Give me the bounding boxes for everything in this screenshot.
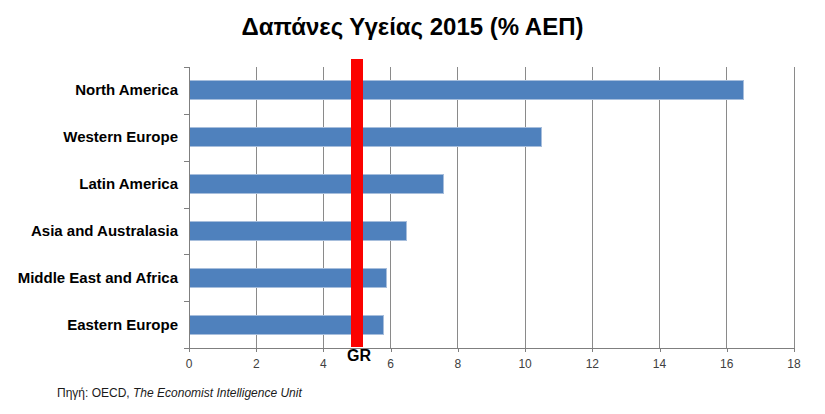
y-tick-5	[184, 301, 189, 302]
gridline-18	[794, 67, 795, 348]
x-tick-10	[525, 348, 526, 352]
x-tick-label-4: 4	[303, 357, 343, 371]
x-tick-label-16: 16	[707, 357, 747, 371]
y-tick-3	[184, 208, 189, 209]
y-axis-line	[189, 67, 190, 348]
plot-area	[189, 67, 794, 348]
source-note: Πηγή: OECD, The Economist Intelligence U…	[57, 386, 302, 400]
category-label-eastern-europe: Eastern Europe	[0, 316, 178, 334]
category-label-north-america: North America	[0, 81, 178, 99]
reference-line-label: GR	[347, 347, 371, 365]
x-tick-label-2: 2	[236, 357, 276, 371]
y-tick-1	[184, 114, 189, 115]
gridline-8	[457, 67, 458, 348]
gridline-2	[256, 67, 257, 348]
gridline-12	[592, 67, 593, 348]
gridline-10	[525, 67, 526, 348]
gridline-4	[323, 67, 324, 348]
source-prefix: Πηγή: OECD,	[57, 386, 133, 400]
x-tick-0	[189, 348, 190, 352]
bar-north-america	[189, 80, 744, 100]
source-publication: The Economist Intelligence Unit	[133, 386, 302, 400]
bar-western-europe	[189, 127, 542, 147]
x-tick-18	[794, 348, 795, 352]
x-tick-label-18: 18	[774, 357, 814, 371]
x-tick-label-10: 10	[505, 357, 545, 371]
x-tick-label-6: 6	[371, 357, 411, 371]
y-tick-2	[184, 161, 189, 162]
gridline-6	[390, 67, 391, 348]
x-tick-14	[660, 348, 661, 352]
x-tick-label-14: 14	[640, 357, 680, 371]
category-label-middle-east-and-africa: Middle East and Africa	[0, 269, 178, 287]
gridline-16	[726, 67, 727, 348]
x-tick-label-8: 8	[438, 357, 478, 371]
y-tick-0	[184, 67, 189, 68]
gridline-14	[659, 67, 660, 348]
x-tick-label-12: 12	[572, 357, 612, 371]
x-tick-12	[592, 348, 593, 352]
x-tick-4	[323, 348, 324, 352]
x-axis-line	[188, 348, 794, 349]
x-tick-6	[391, 348, 392, 352]
x-tick-16	[727, 348, 728, 352]
health-expenditure-chart: Δαπάνες Υγείας 2015 (% ΑΕΠ) North Americ…	[0, 0, 825, 414]
category-label-western-europe: Western Europe	[0, 128, 178, 146]
bar-latin-america	[189, 174, 444, 194]
category-label-asia-and-australasia: Asia and Australasia	[0, 222, 178, 240]
chart-title: Δαπάνες Υγείας 2015 (% ΑΕΠ)	[0, 13, 825, 41]
category-label-latin-america: Latin America	[0, 175, 178, 193]
y-tick-4	[184, 254, 189, 255]
reference-line-gr	[351, 59, 363, 347]
x-tick-8	[458, 348, 459, 352]
x-tick-label-0: 0	[169, 357, 209, 371]
x-tick-2	[256, 348, 257, 352]
bar-asia-and-australasia	[189, 221, 407, 241]
